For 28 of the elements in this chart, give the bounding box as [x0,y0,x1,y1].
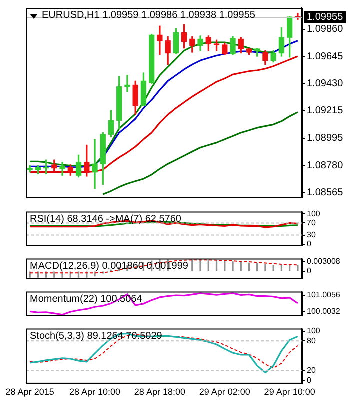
chart-title: MACD(12,26,9) 0.001860 0.001999 [30,260,188,272]
y-tick-label: 1.09430 [307,78,344,90]
y-tick-label: 30 [307,230,316,240]
x-tick-label: 29 Apr 02:00 [199,387,250,398]
y-tick-label: 0.003008 [307,257,341,266]
x-tick-label: 28 Apr 18:00 [134,387,186,398]
y-tick-label: 101.0056 [307,290,341,300]
y-tick-label: 0 [307,266,312,276]
y-tick-label: 1.08995 [307,133,344,144]
y-tick-label: 70 [307,218,316,228]
y-tick-label: 1.09860 [307,24,344,36]
y-tick-label: 1.08780 [307,160,344,172]
y-tick-label: 0 [307,376,312,385]
ref-line-label: 1.09955 [307,12,344,24]
y-tick-label: 1.09215 [307,105,344,116]
y-tick-label: 100 [307,326,321,336]
y-tick-label: 20 [307,366,316,376]
x-tick-label: 29 Apr 10:00 [264,387,316,398]
x-tick-label: 28 Apr 2015 [6,387,54,398]
y-tick-label: 100.0032 [307,306,341,316]
x-tick-label: 28 Apr 10:00 [69,387,121,398]
line-series [30,260,298,274]
chart-title: EURUSD,H1 1.09959 1.09986 1.09938 1.09955 [42,10,256,21]
y-tick-label: 0 [307,240,312,248]
y-tick-label: 1.08565 [307,187,344,198]
y-tick-label: 1.09645 [307,51,344,62]
y-tick-label: 80 [307,336,316,346]
y-tick-label: 100 [307,209,321,218]
